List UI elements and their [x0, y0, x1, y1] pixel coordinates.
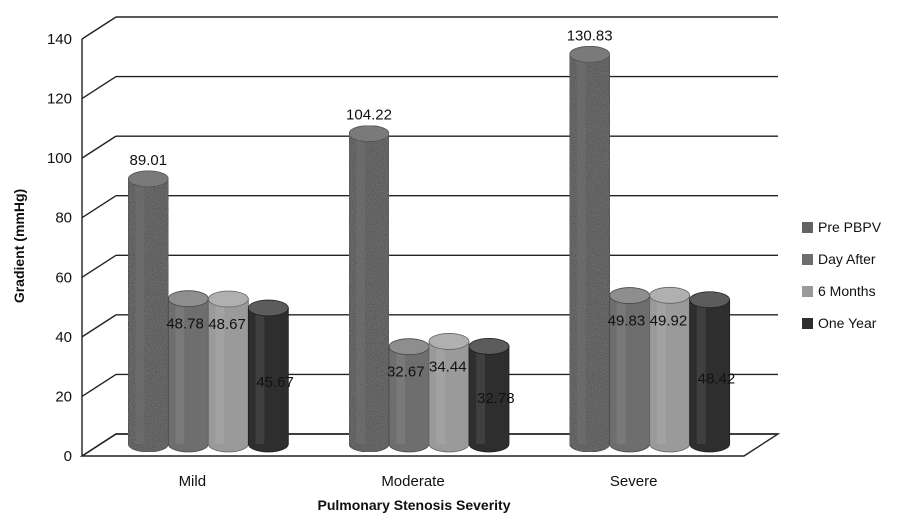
bar [689, 291, 731, 453]
x-tick-label: Moderate [381, 473, 444, 490]
data-label: 32.67 [387, 364, 425, 381]
gridline-side [81, 314, 117, 338]
bar [167, 290, 209, 453]
bar-top [207, 290, 249, 308]
legend-item: Pre PBPV [802, 219, 882, 235]
data-label: 104.22 [346, 107, 392, 124]
legend-label: 6 Months [818, 283, 876, 299]
y-tick-label: 80 [55, 210, 72, 227]
bar [468, 337, 510, 453]
data-label: 32.78 [477, 390, 515, 407]
bar-top [247, 299, 289, 317]
bar-highlight [576, 54, 586, 444]
gridline-side [81, 135, 117, 159]
bar-top [609, 287, 651, 304]
bar-body [247, 307, 289, 453]
bar-body [468, 345, 510, 453]
bar-highlight [255, 307, 265, 444]
data-label: 130.83 [567, 27, 613, 44]
legend-label: Day After [818, 251, 876, 267]
data-label: 48.78 [166, 316, 204, 333]
bars [127, 45, 731, 453]
x-tick-label: Mild [179, 473, 207, 490]
x-axis-title: Pulmonary Stenosis Severity [318, 497, 511, 513]
legend-swatch [802, 286, 813, 297]
legend-item: One Year [802, 315, 877, 331]
bar-top [348, 125, 390, 142]
data-label: 45.67 [256, 374, 294, 391]
bar [388, 338, 430, 453]
y-tick-label: 60 [55, 269, 72, 286]
bar-highlight [356, 133, 365, 444]
y-tick-label: 0 [64, 448, 72, 465]
bar-highlight [616, 295, 626, 444]
bar-body [388, 346, 430, 453]
bar-body [348, 133, 390, 453]
bar-highlight [175, 298, 185, 444]
bar [348, 125, 390, 453]
data-label: 48.42 [698, 370, 736, 387]
bar-highlight [396, 346, 405, 444]
gridline-side [81, 373, 117, 398]
bar-highlight [696, 299, 706, 444]
data-labels: 89.01 48.78 48.67 45.67 104.22 32.67 34.44 32.7… [130, 27, 736, 407]
data-label: 48.67 [208, 316, 246, 333]
bar-top [388, 338, 430, 356]
bar-body [689, 299, 731, 453]
legend-item: 6 Months [802, 283, 876, 299]
y-tick-label: 100 [47, 150, 72, 167]
y-tick-label: 140 [47, 31, 72, 48]
legend-swatch [802, 254, 813, 265]
gridline-side [81, 16, 117, 40]
chart-floor [79, 433, 781, 457]
bar-top [127, 170, 169, 188]
bar-top [689, 291, 731, 309]
data-label: 49.92 [650, 312, 688, 329]
y-axis-title: Gradient (mmHg) [11, 189, 27, 303]
axes: 0 20 40 60 80 100 120 140 Mild Moderate Severe [47, 31, 781, 490]
bar [127, 170, 169, 453]
bar [207, 290, 249, 453]
gridline-side [81, 195, 117, 219]
legend-label: One Year [818, 315, 877, 331]
bar-highlight [656, 295, 666, 444]
data-label: 89.01 [130, 152, 168, 169]
bar-highlight [135, 178, 145, 444]
legend-item: Day After [802, 251, 876, 267]
bar-body [127, 178, 169, 453]
gridline-side [81, 254, 117, 278]
bar [247, 299, 289, 453]
data-label: 49.83 [608, 313, 646, 330]
legend-swatch [802, 222, 813, 233]
bar [569, 45, 611, 453]
bar-highlight [215, 299, 225, 444]
bar-highlight [476, 346, 485, 444]
legend: Pre PBPV Day After 6 Months One Year [802, 219, 882, 331]
bar-top [649, 286, 691, 304]
data-label: 34.44 [429, 358, 467, 375]
bar-highlight [436, 341, 445, 444]
bar-body [569, 53, 611, 453]
y-tick-label: 20 [55, 388, 72, 405]
bar-top [468, 337, 510, 355]
y-tick-label: 40 [55, 329, 72, 346]
y-tick-label: 120 [47, 91, 72, 108]
bar [428, 333, 470, 453]
bar-top [569, 45, 611, 63]
legend-label: Pre PBPV [818, 219, 882, 235]
gridline-side [81, 75, 117, 100]
bar-top [167, 290, 209, 308]
legend-swatch [802, 318, 813, 329]
bar-top [428, 333, 470, 350]
x-tick-label: Severe [610, 473, 658, 490]
